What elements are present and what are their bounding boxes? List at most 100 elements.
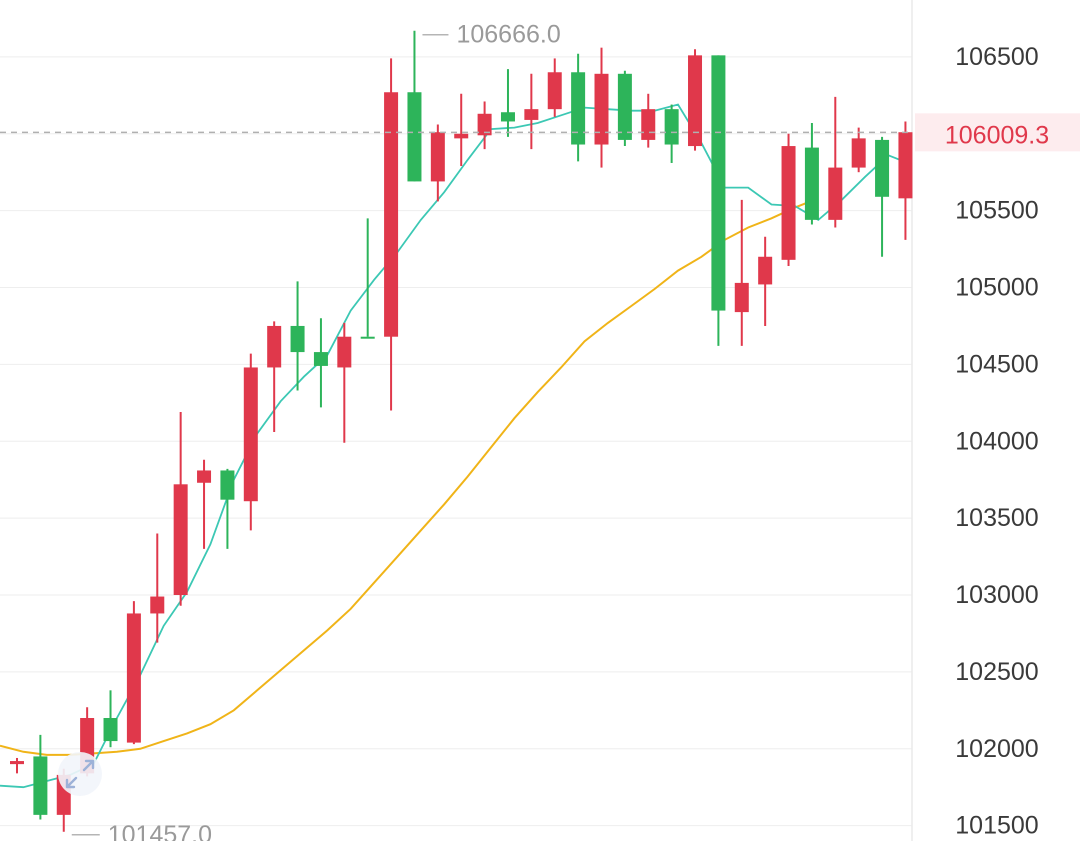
candle bbox=[898, 121, 913, 240]
candle-body bbox=[430, 132, 445, 182]
candle-body bbox=[617, 73, 632, 140]
current-price-label-bg bbox=[915, 113, 1080, 152]
ma-slow-path bbox=[0, 197, 819, 756]
candle bbox=[220, 468, 235, 549]
candle-body bbox=[126, 613, 141, 743]
candle bbox=[290, 281, 305, 391]
candle-body bbox=[571, 72, 586, 145]
candle bbox=[781, 133, 796, 266]
candle-body bbox=[547, 72, 562, 110]
candle bbox=[10, 757, 24, 774]
candle bbox=[594, 47, 609, 168]
candle-body bbox=[360, 336, 375, 339]
low-marker: 101457.0 bbox=[71, 821, 212, 841]
candle bbox=[197, 459, 212, 549]
candle bbox=[758, 236, 773, 326]
candle-body bbox=[688, 55, 703, 147]
current-price-marker: 106009.3 bbox=[0, 113, 1080, 152]
candle bbox=[407, 30, 422, 182]
candle bbox=[828, 96, 843, 228]
low-label: 101457.0 bbox=[108, 821, 212, 841]
candle bbox=[571, 53, 586, 162]
candle bbox=[500, 69, 515, 137]
candle-body bbox=[828, 167, 843, 220]
high-marker: 106666.0 bbox=[422, 21, 561, 49]
candle bbox=[547, 58, 562, 117]
candle-body bbox=[594, 73, 609, 145]
y-tick-label: 104500 bbox=[955, 350, 1038, 378]
candle bbox=[664, 104, 679, 163]
candle-body bbox=[477, 113, 492, 136]
candle-body bbox=[875, 139, 890, 197]
candle-body bbox=[197, 470, 212, 483]
candle-body bbox=[220, 470, 235, 500]
candles bbox=[10, 30, 936, 832]
candle bbox=[804, 122, 819, 225]
y-tick-label: 101500 bbox=[955, 812, 1038, 840]
candle-body bbox=[851, 138, 866, 168]
candle bbox=[851, 127, 866, 173]
y-tick-label: 103000 bbox=[955, 581, 1038, 609]
candle-body bbox=[243, 367, 258, 502]
y-tick-label: 105500 bbox=[955, 197, 1038, 225]
candle bbox=[267, 321, 282, 433]
candle-body bbox=[664, 109, 679, 145]
candle-body bbox=[758, 256, 773, 285]
candle-body bbox=[267, 325, 282, 368]
candle bbox=[617, 70, 632, 147]
candle bbox=[477, 101, 492, 150]
candle-body bbox=[384, 92, 399, 337]
candle bbox=[734, 199, 749, 346]
candle bbox=[430, 124, 445, 202]
candle bbox=[688, 49, 703, 151]
candle-body bbox=[173, 484, 188, 596]
candle-body bbox=[524, 109, 539, 120]
candle bbox=[173, 412, 188, 606]
candle-body bbox=[33, 756, 48, 815]
expand-icon[interactable] bbox=[58, 752, 102, 796]
y-tick-label: 106500 bbox=[955, 43, 1038, 71]
candle bbox=[875, 136, 890, 257]
candle-body bbox=[454, 133, 469, 139]
y-tick-label: 102500 bbox=[955, 658, 1038, 686]
candle bbox=[454, 93, 469, 167]
ma-fast-line bbox=[0, 103, 913, 789]
ma-fast-path bbox=[0, 103, 913, 789]
candle bbox=[103, 690, 118, 748]
current-price-label: 106009.3 bbox=[945, 121, 1049, 149]
candle-body bbox=[150, 596, 165, 614]
y-axis-tick-labels: 1065001060001055001050001045001040001035… bbox=[955, 43, 1038, 840]
candle bbox=[711, 55, 726, 346]
y-tick-label: 102000 bbox=[955, 735, 1038, 763]
candle-body bbox=[103, 718, 118, 742]
candle bbox=[524, 73, 539, 150]
candle bbox=[360, 218, 375, 339]
candle-body bbox=[804, 147, 819, 220]
candle-body bbox=[500, 112, 515, 122]
candle bbox=[126, 601, 141, 745]
candle bbox=[641, 93, 656, 148]
candle-body bbox=[313, 352, 328, 366]
candle-body bbox=[641, 109, 656, 140]
candle bbox=[337, 322, 352, 443]
candle-body bbox=[10, 761, 24, 765]
candle-body bbox=[898, 132, 913, 199]
candle bbox=[384, 58, 399, 411]
y-tick-label: 103500 bbox=[955, 504, 1038, 532]
y-tick-label: 105000 bbox=[955, 274, 1038, 302]
candle-body bbox=[711, 55, 726, 311]
candle bbox=[313, 318, 328, 408]
ma-slow-line bbox=[0, 197, 819, 756]
candle-body bbox=[407, 92, 422, 182]
candle bbox=[243, 353, 258, 531]
candle bbox=[150, 533, 165, 643]
candle-body bbox=[781, 146, 796, 260]
high-label: 106666.0 bbox=[456, 21, 560, 49]
candle-body bbox=[734, 282, 749, 313]
candle bbox=[33, 734, 48, 820]
y-tick-label: 104000 bbox=[955, 427, 1038, 455]
candle-body bbox=[337, 336, 352, 368]
grid-lines bbox=[0, 56, 912, 827]
candle-body bbox=[290, 325, 305, 353]
